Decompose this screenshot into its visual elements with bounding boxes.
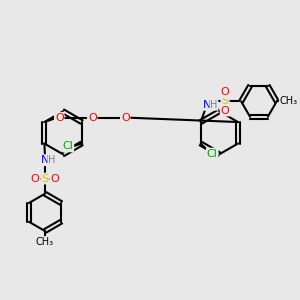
Text: CH₃: CH₃ <box>36 237 54 247</box>
Text: H: H <box>210 100 218 110</box>
Text: N: N <box>203 100 211 110</box>
Text: H: H <box>48 155 56 165</box>
Text: O: O <box>31 173 39 184</box>
Text: O: O <box>55 113 64 123</box>
Text: O: O <box>221 106 230 116</box>
Text: Cl: Cl <box>62 141 73 152</box>
Text: S: S <box>221 96 229 106</box>
Text: S: S <box>41 173 49 184</box>
Text: O: O <box>221 87 230 97</box>
Text: CH₃: CH₃ <box>280 96 298 106</box>
Text: O: O <box>88 113 97 123</box>
Text: Cl: Cl <box>207 148 218 159</box>
Text: O: O <box>121 113 130 123</box>
Text: N: N <box>41 155 49 165</box>
Text: O: O <box>51 173 59 184</box>
